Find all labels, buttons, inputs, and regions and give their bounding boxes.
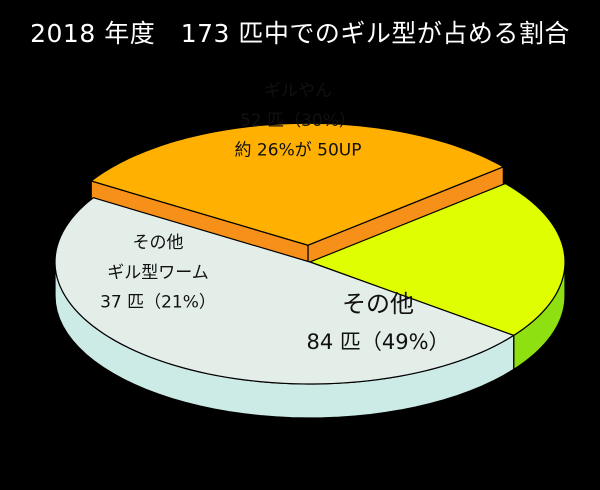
slice-label-1-name-0: その他 bbox=[342, 290, 414, 318]
slice-label-1-value-1: 84 匹（49%） bbox=[306, 330, 449, 354]
pie-slice-2 bbox=[308, 182, 566, 337]
slice-label-0-value-1: 52 匹（30%） bbox=[240, 111, 356, 131]
slice-label-2-value-2: 37 匹（21%） bbox=[100, 293, 216, 313]
pie-slice-0 bbox=[89, 122, 505, 246]
slice-label-0-name-0: ギルやん bbox=[264, 81, 332, 101]
slice-label-2-name-1: ギル型ワーム bbox=[107, 263, 209, 283]
slice-label-2-name-0: その他 bbox=[133, 233, 184, 253]
pie-slice-1 bbox=[54, 197, 516, 385]
chart-title: 2018 年度 173 匹中でのギル型が占める割合 bbox=[30, 19, 570, 48]
slice-label-0-note-2: 約 26%が 50UP bbox=[235, 141, 362, 161]
